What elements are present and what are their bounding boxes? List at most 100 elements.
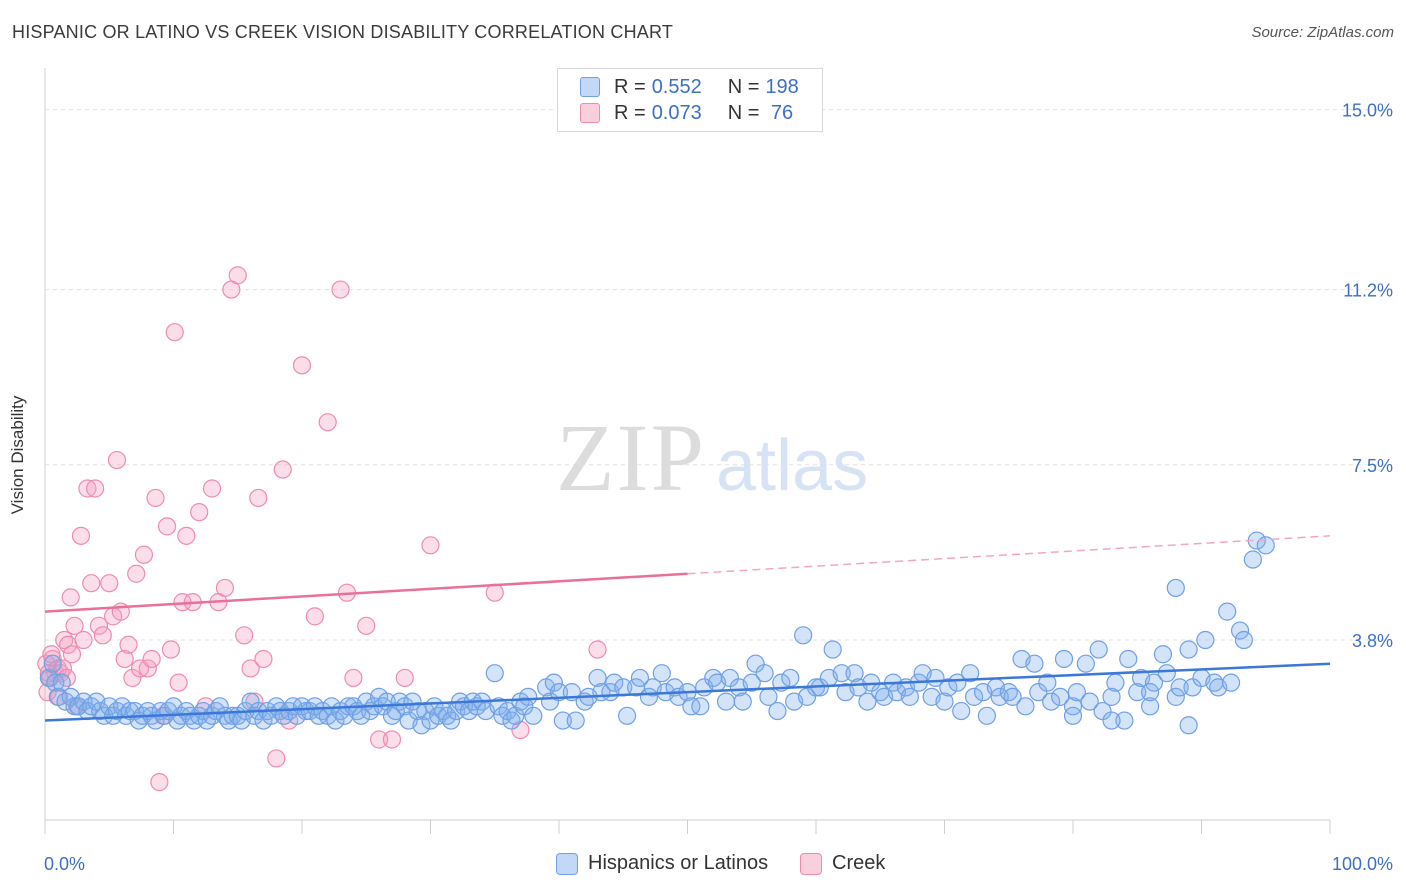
creek-point-72 (53, 659, 73, 678)
hispanic-point-68 (326, 711, 345, 730)
hispanic-point-160 (823, 640, 842, 659)
legend-n-label: N = (727, 101, 760, 124)
bottom-legend-label-hispanic: Hispanics or Latinos (588, 852, 769, 874)
legend-n-value: 198 (765, 75, 799, 98)
creek-point-29 (142, 649, 161, 669)
creek-point-70 (39, 664, 58, 683)
hispanic-point-151 (768, 701, 787, 721)
creek-point-50 (249, 488, 268, 508)
hispanic-point-188 (1003, 687, 1022, 706)
x-tick-label-1: 100.0% (1332, 854, 1393, 874)
hispanic-point-209 (1140, 697, 1160, 716)
hispanic-point-1 (43, 654, 62, 673)
hispanic-point-207 (1128, 683, 1147, 702)
creek-point-36 (169, 673, 188, 692)
legend-swatch-hispanic (580, 77, 600, 97)
legend-n-label: N = (727, 75, 760, 98)
hispanic-point-199 (1076, 654, 1095, 673)
creek-point-68 (588, 640, 607, 659)
creek-point-38 (177, 526, 196, 545)
creek-point-14 (82, 574, 101, 593)
hispanic-point-120 (566, 711, 585, 730)
hispanic-point-222 (1221, 673, 1241, 692)
hispanic-trend-line (44, 662, 1331, 722)
creek-point-13 (78, 479, 97, 498)
x-tick-label-0: 0.0% (44, 854, 85, 874)
hispanic-point-4 (52, 673, 71, 692)
hispanic-point-201 (1089, 640, 1108, 659)
creek-point-51 (254, 649, 273, 669)
legend-r-label: R = (614, 101, 646, 124)
creek-point-73 (62, 645, 82, 664)
hispanic-point-104 (485, 664, 504, 683)
hispanic-point-37 (193, 701, 213, 721)
hispanic-point-82 (386, 701, 405, 721)
hispanic-point-206 (1119, 649, 1138, 669)
hispanic-point-95 (441, 711, 461, 730)
hispanic-point-153 (781, 668, 800, 688)
creek-point-53 (273, 460, 292, 479)
legend-r-value: 0.552 (651, 75, 702, 98)
creek-point-40 (190, 503, 209, 522)
hispanic-point-143 (716, 692, 736, 711)
creek-point-0 (38, 683, 57, 702)
trend-lines (44, 535, 1331, 722)
creek-point-44 (215, 578, 234, 598)
creek-point-22 (115, 649, 134, 669)
creek-point-30 (146, 488, 165, 508)
hispanic-point-155 (794, 626, 813, 645)
hispanic-point-213 (1166, 687, 1185, 706)
legend-row-hispanic: R = 0.552 N = 198 (580, 75, 799, 99)
creek-point-47 (235, 626, 254, 645)
hispanic-point-227 (1256, 536, 1275, 555)
y-tick-label-1: 7.5% (1352, 456, 1393, 476)
creek-point-41 (196, 697, 215, 716)
hispanic-point-147 (742, 673, 761, 692)
watermark-atlas: atlas (716, 426, 868, 506)
tick-labels: 3.8% 7.5% 11.2% 15.0% 0.0% 100.0% (44, 101, 1393, 874)
hispanic-point-182 (964, 687, 984, 706)
hispanic-point-2 (46, 673, 65, 692)
creek-point-24 (123, 668, 142, 688)
hispanic-point-231 (1140, 683, 1160, 702)
creek-point-42 (202, 479, 222, 498)
hispanic-point-200 (1080, 692, 1099, 711)
hispanic-point-112 (519, 687, 538, 706)
creek-point-18 (100, 574, 119, 593)
creek-point-62 (370, 730, 389, 749)
hispanic-point-230 (1102, 711, 1121, 730)
hispanic-point-204 (1106, 673, 1125, 692)
hispanic-point-86 (403, 692, 422, 711)
creek-point-55 (292, 356, 312, 375)
grid-lines (45, 109, 1392, 641)
creek-point-66 (485, 583, 504, 602)
bottom-legend: Hispanics or Latinos Creek (0, 852, 1406, 878)
hispanic-point-225 (1243, 550, 1263, 569)
hispanic-point-218 (1196, 630, 1215, 650)
y-tick-label-2: 11.2% (1343, 281, 1393, 301)
hispanic-point-179 (948, 673, 967, 692)
hispanic-point-229 (1179, 716, 1198, 735)
hispanic-point-180 (952, 701, 971, 721)
legend-r-value: 0.073 (651, 101, 702, 124)
hispanic-point-191 (1025, 654, 1044, 673)
hispanic-point-118 (553, 711, 572, 730)
creek-point-46 (228, 266, 247, 285)
legend-row-creek: R = 0.073 N = 76 (580, 101, 793, 125)
hispanic-point-224 (1234, 630, 1254, 650)
hispanic-point-184 (977, 706, 997, 725)
hispanic-point-197 (1063, 697, 1083, 716)
hispanic-point-203 (1102, 687, 1121, 706)
legend-swatch-creek (580, 103, 600, 123)
hispanic-point-223 (1230, 621, 1250, 640)
hispanic-point-139 (691, 697, 710, 716)
hispanic-points (39, 531, 1275, 735)
source-label: Source: ZipAtlas.com (1251, 24, 1394, 41)
hispanic-point-215 (1179, 640, 1198, 659)
hispanic-point-214 (1170, 678, 1189, 697)
hispanic-point-193 (1038, 673, 1057, 692)
creek-point-23 (119, 635, 138, 654)
legend-box: R = 0.552 N = 198 R = 0.073 N = 76 (557, 68, 823, 132)
hispanic-point-41 (210, 697, 229, 716)
